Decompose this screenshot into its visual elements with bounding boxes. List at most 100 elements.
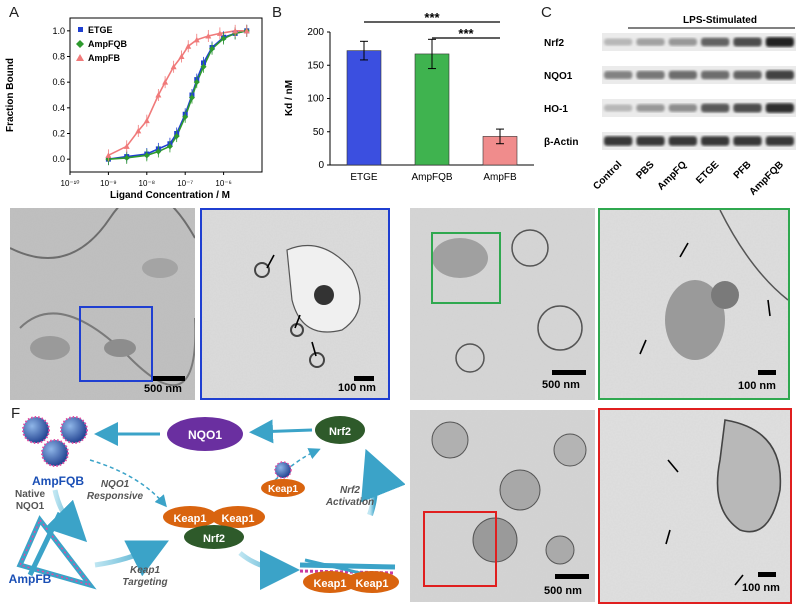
significance-label: *** <box>458 26 474 41</box>
kd-bar-chart: 0 50 100 150 200 ETGE AmpFQB AmpFB *** *** Kd /… <box>284 10 534 183</box>
tem-image-e-overview: 500 nm <box>410 208 595 400</box>
tem-image-g-overview: 500 nm <box>410 410 595 602</box>
nrf2-activation-label: Nrf2 Activation <box>325 485 374 508</box>
nqo1-responsive-label: NQO1 Responsive <box>87 479 144 502</box>
nqo1-node-label: NQO1 <box>188 428 222 442</box>
scale-label: 500 nm <box>542 379 580 391</box>
panel-label-c: C <box>541 4 552 21</box>
blot-band <box>765 136 794 146</box>
western-blot: LPS-Stimulated Nrf2 NQO1 HO-1 β-Actin Contr… <box>544 15 796 198</box>
scale-label: 100 nm <box>338 382 376 394</box>
tem-image-d-overview: 500 nm <box>10 208 195 400</box>
blot-lane-label: PBS <box>634 159 657 182</box>
data-point <box>135 127 142 134</box>
data-point <box>170 63 177 70</box>
native-nqo1-label: Native NQO1 <box>15 489 45 512</box>
arrow-keap1-targeting <box>94 540 169 577</box>
y-tick-label: 150 <box>307 60 324 71</box>
x-tick-label: 10⁻⁸ <box>139 179 156 188</box>
data-point <box>123 143 130 149</box>
particle-small <box>274 461 292 479</box>
y-tick-label: 0.6 <box>52 77 65 87</box>
legend-label: ETGE <box>88 25 113 35</box>
x-tick-label: 10⁻⁷ <box>177 179 193 188</box>
scale-bar <box>758 370 776 375</box>
keap1-node-b <box>211 506 265 528</box>
data-point <box>182 113 189 120</box>
data-point <box>185 43 192 49</box>
data-point <box>220 35 227 42</box>
data-point <box>162 79 169 85</box>
ampfqb-label: AmpFQB <box>32 474 84 488</box>
blot-band <box>668 136 697 146</box>
keap1-targeting-label: Keap1 Targeting <box>122 565 167 588</box>
scale-bar <box>555 574 589 579</box>
data-point <box>166 143 173 150</box>
nrf2-top-node <box>315 416 365 444</box>
inset-box-blue <box>79 306 153 382</box>
blot-row-label: Nrf2 <box>544 38 564 49</box>
data-point <box>200 63 207 70</box>
legend-label: AmpFB <box>88 53 120 63</box>
category-label: ETGE <box>350 172 378 183</box>
data-point <box>193 36 200 43</box>
data-point <box>232 27 239 34</box>
blot-band <box>701 70 730 80</box>
data-point <box>193 79 200 86</box>
blot-lane-label: AmpFQB <box>748 159 786 197</box>
keap1-label-d: Keap1 <box>355 578 388 590</box>
panel-label-b: B <box>272 4 283 21</box>
binding-curve-chart: 0.00.20.40.60.81.010⁻¹⁰ 10⁻⁹ 10⁻⁸ 10⁻⁷ 10⁻⁶ … <box>5 17 263 201</box>
legend-marker <box>76 54 84 61</box>
scale-bar <box>354 376 374 381</box>
blot-band <box>733 70 762 80</box>
bar-ampfqb <box>414 53 450 166</box>
data-point <box>188 94 195 101</box>
arrow-nrf2-to-nqo1 <box>249 419 313 444</box>
blot-row-label: β-Actin <box>544 137 578 148</box>
y-tick-label: 0.4 <box>52 103 65 113</box>
ampfb-assembly <box>16 511 97 590</box>
y-tick-label: 100 <box>307 94 324 105</box>
legend-marker <box>76 40 84 48</box>
blot-band <box>733 37 762 47</box>
blot-lane-label: AmpFQ <box>656 159 689 192</box>
blot-band <box>636 38 665 46</box>
blot-lane-label: PFB <box>732 159 754 181</box>
inset-box-green <box>431 232 501 304</box>
keap1-node-c <box>303 571 357 593</box>
mechanism-scheme: AmpFQB NQO1 Nrf2 Native NQO1 NQO1 Responsi… <box>9 416 405 593</box>
data-point <box>243 27 250 34</box>
y-tick-label: 0.8 <box>52 52 65 62</box>
bar-etge <box>346 50 382 166</box>
x-tick-label: 10⁻⁹ <box>100 179 117 188</box>
scale-bar <box>758 572 776 577</box>
blot-row-label: NQO1 <box>544 71 573 82</box>
category-label: AmpFQB <box>411 172 452 183</box>
panel-label-f: F <box>11 405 21 422</box>
keap1-small-node <box>261 479 305 497</box>
arrow-ampfqb-to-ampfb <box>44 489 88 543</box>
keap1-label-c: Keap1 <box>313 578 346 590</box>
data-point <box>105 152 112 158</box>
y-axis-label: Kd / nM <box>284 80 295 116</box>
tem-image-g-zoom: 100 nm <box>598 408 792 604</box>
blot-band <box>636 136 665 146</box>
data-point <box>205 32 212 39</box>
scale-label: 100 nm <box>742 582 780 594</box>
bar-ampfb <box>482 136 518 166</box>
ampfqb-nanoparticles <box>22 416 88 467</box>
blot-band <box>668 70 697 80</box>
data-point <box>155 148 162 155</box>
scale-label: 500 nm <box>544 585 582 597</box>
panel-label-a: A <box>9 4 20 21</box>
legend-label: AmpFQB <box>88 39 127 49</box>
dashed-arrow-ampfqb <box>89 459 167 508</box>
data-point <box>209 45 216 52</box>
blot-band <box>733 103 762 113</box>
keap1-label-b: Keap1 <box>221 513 254 525</box>
x-tick-label: 10⁻¹⁰ <box>61 179 80 188</box>
keap1-node-a <box>163 506 217 528</box>
significance-label: *** <box>424 10 440 25</box>
nrf2-mid-node <box>184 525 244 549</box>
